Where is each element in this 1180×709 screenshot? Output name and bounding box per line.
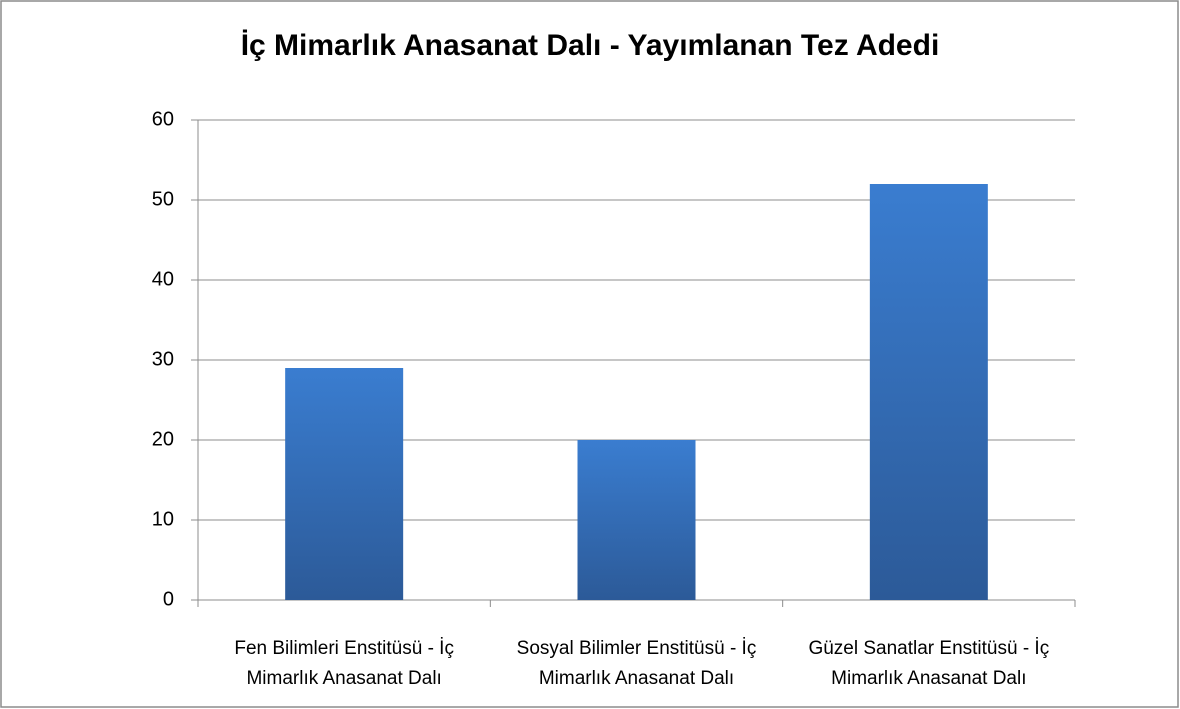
- chart-title: İç Mimarlık Anasanat Dalı - Yayımlanan T…: [241, 29, 940, 62]
- bar: [577, 440, 696, 600]
- y-tick-label: 0: [163, 588, 174, 610]
- y-tick-label: 30: [152, 348, 174, 370]
- y-tick-label: 40: [152, 268, 174, 290]
- x-tick-label: Güzel Sanatlar Enstitüsü - İç Mimarlık A…: [808, 638, 1050, 689]
- x-tick-label: Fen Bilimleri Enstitüsü - İç Mimarlık An…: [234, 638, 454, 689]
- bar: [869, 184, 988, 600]
- y-tick-label: 50: [152, 188, 174, 210]
- y-tick-label: 10: [152, 508, 174, 530]
- y-tick-label: 20: [152, 428, 174, 450]
- x-tick-label: Sosyal Bilimler Enstitüsü - İç Mimarlık …: [516, 638, 757, 689]
- bar: [285, 368, 404, 600]
- y-tick-label: 60: [152, 108, 174, 130]
